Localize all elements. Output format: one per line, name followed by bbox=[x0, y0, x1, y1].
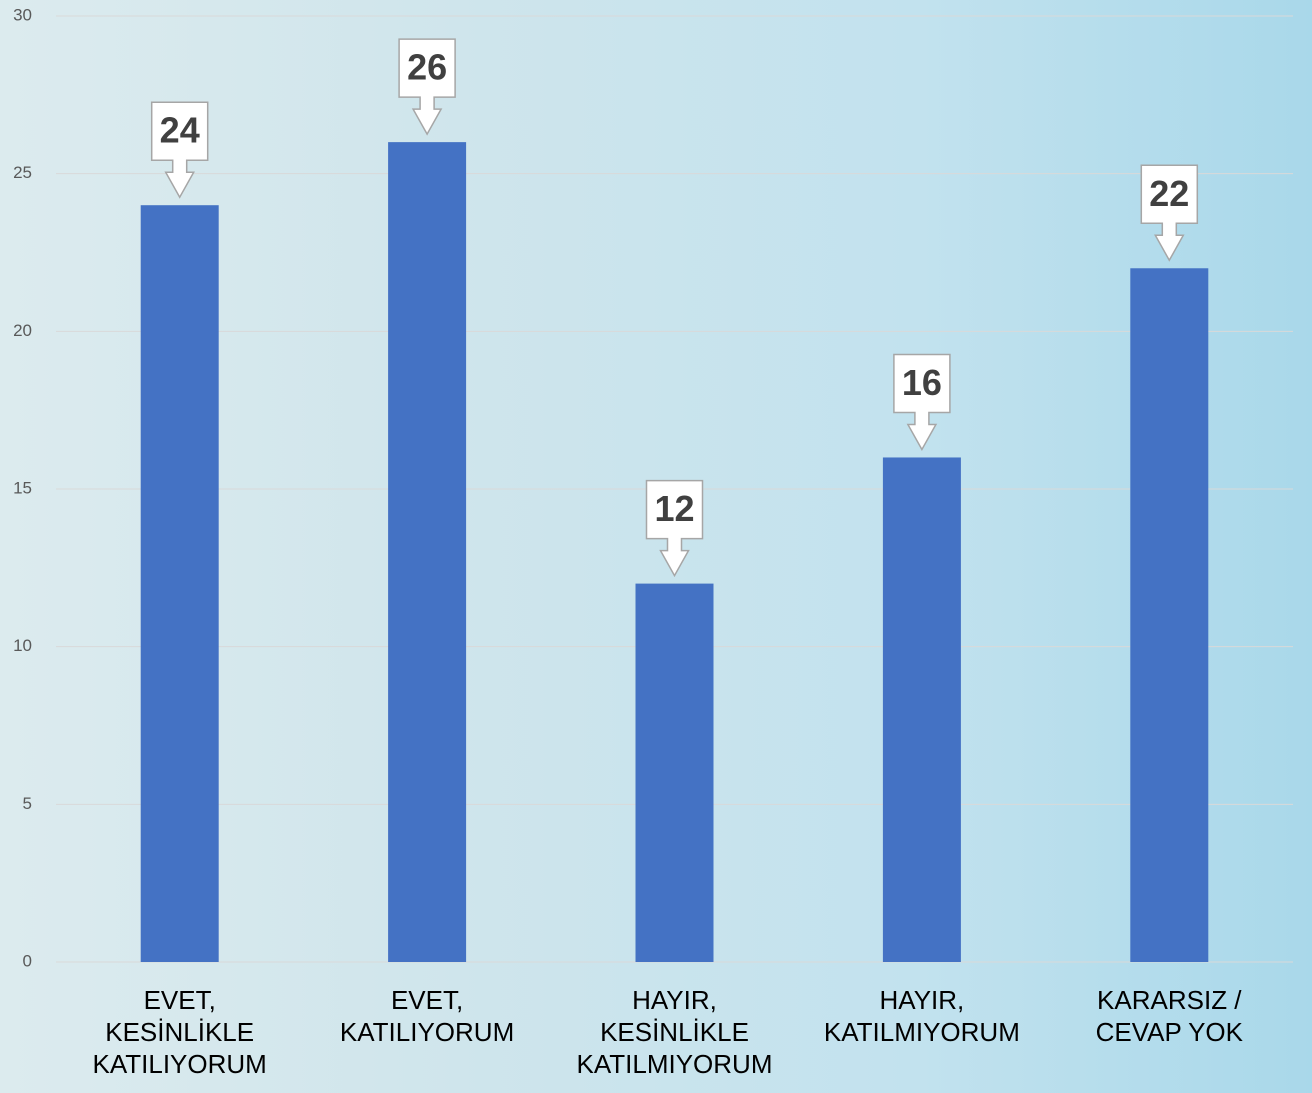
data-label: 22 bbox=[1149, 173, 1189, 214]
x-tick-label: KARARSIZ / CEVAP YOK bbox=[1095, 985, 1243, 1047]
y-tick-label: 10 bbox=[13, 636, 32, 655]
y-tick-label: 30 bbox=[13, 5, 32, 24]
data-label: 16 bbox=[902, 362, 942, 403]
x-tick-label: HAYIR, KESİNLİKLE KATILMIYORUM bbox=[576, 985, 773, 1079]
data-label: 24 bbox=[160, 110, 200, 151]
bar bbox=[1130, 268, 1209, 962]
data-label-callout bbox=[893, 353, 951, 452]
y-tick-label: 15 bbox=[13, 478, 32, 497]
bar bbox=[140, 205, 219, 962]
data-label-callout bbox=[645, 479, 704, 578]
data-label: 12 bbox=[654, 488, 694, 529]
y-tick-label: 20 bbox=[13, 321, 32, 340]
data-label-callout bbox=[398, 38, 456, 136]
y-tick-label: 0 bbox=[23, 951, 32, 970]
bar bbox=[882, 457, 961, 962]
y-tick-label: 5 bbox=[23, 794, 32, 813]
bar bbox=[388, 142, 467, 963]
bar bbox=[635, 583, 714, 962]
data-label-callout bbox=[1140, 164, 1199, 262]
y-tick-label: 25 bbox=[13, 163, 32, 182]
x-tick-label: EVET, KATILIYORUM bbox=[339, 985, 515, 1047]
x-tick-label: EVET, KESİNLİKLE KATILIYORUM bbox=[92, 985, 267, 1079]
data-label-callout bbox=[150, 101, 209, 199]
x-tick-label: HAYIR, KATILMIYORUM bbox=[823, 985, 1020, 1047]
data-label: 26 bbox=[407, 47, 447, 88]
